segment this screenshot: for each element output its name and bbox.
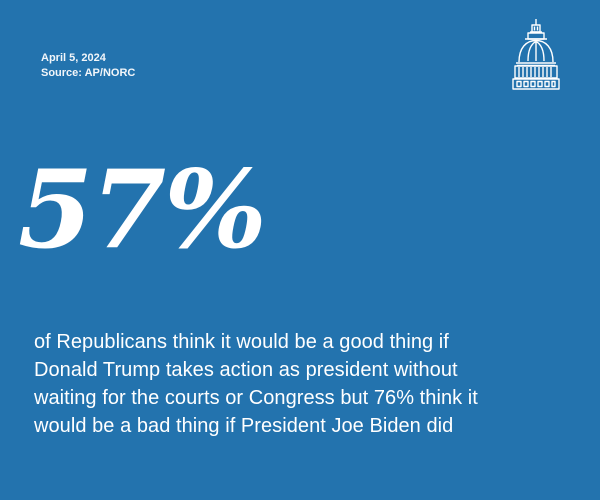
statement-line: waiting for the courts or Congress but 7… bbox=[34, 387, 478, 409]
statement-text: of Republicans think it would be a good … bbox=[34, 328, 579, 440]
source-label: Source: AP/NORC bbox=[41, 67, 136, 79]
date-label: April 5, 2024 bbox=[41, 52, 106, 64]
headline-percentage: 57% bbox=[18, 147, 267, 273]
statement-line: Donald Trump takes action as president w… bbox=[34, 359, 458, 381]
statement-line: of Republicans think it would be a good … bbox=[34, 331, 449, 353]
source-block: April 5, 2024 Source: AP/NORC bbox=[41, 51, 135, 81]
capitol-dome-icon bbox=[511, 18, 561, 92]
statement-line: would be a bad thing if President Joe Bi… bbox=[34, 415, 454, 437]
